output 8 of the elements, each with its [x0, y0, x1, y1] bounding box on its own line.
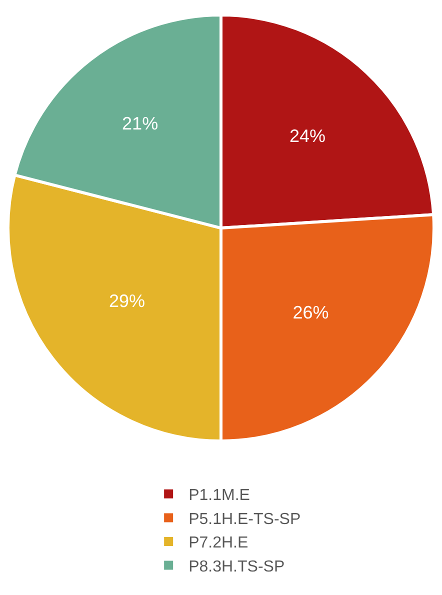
data-label: 26% — [292, 302, 329, 322]
legend-label: P5.1H.E-TS-SP — [188, 510, 301, 528]
legend-label: P7.2H.E — [188, 534, 248, 552]
legend-label: P1.1M.E — [188, 487, 250, 504]
data-label: 21% — [122, 114, 158, 134]
data-label: 24% — [290, 126, 326, 146]
legend-label: P8.3H.TS-SP — [188, 558, 285, 576]
data-label: 29% — [108, 290, 145, 311]
